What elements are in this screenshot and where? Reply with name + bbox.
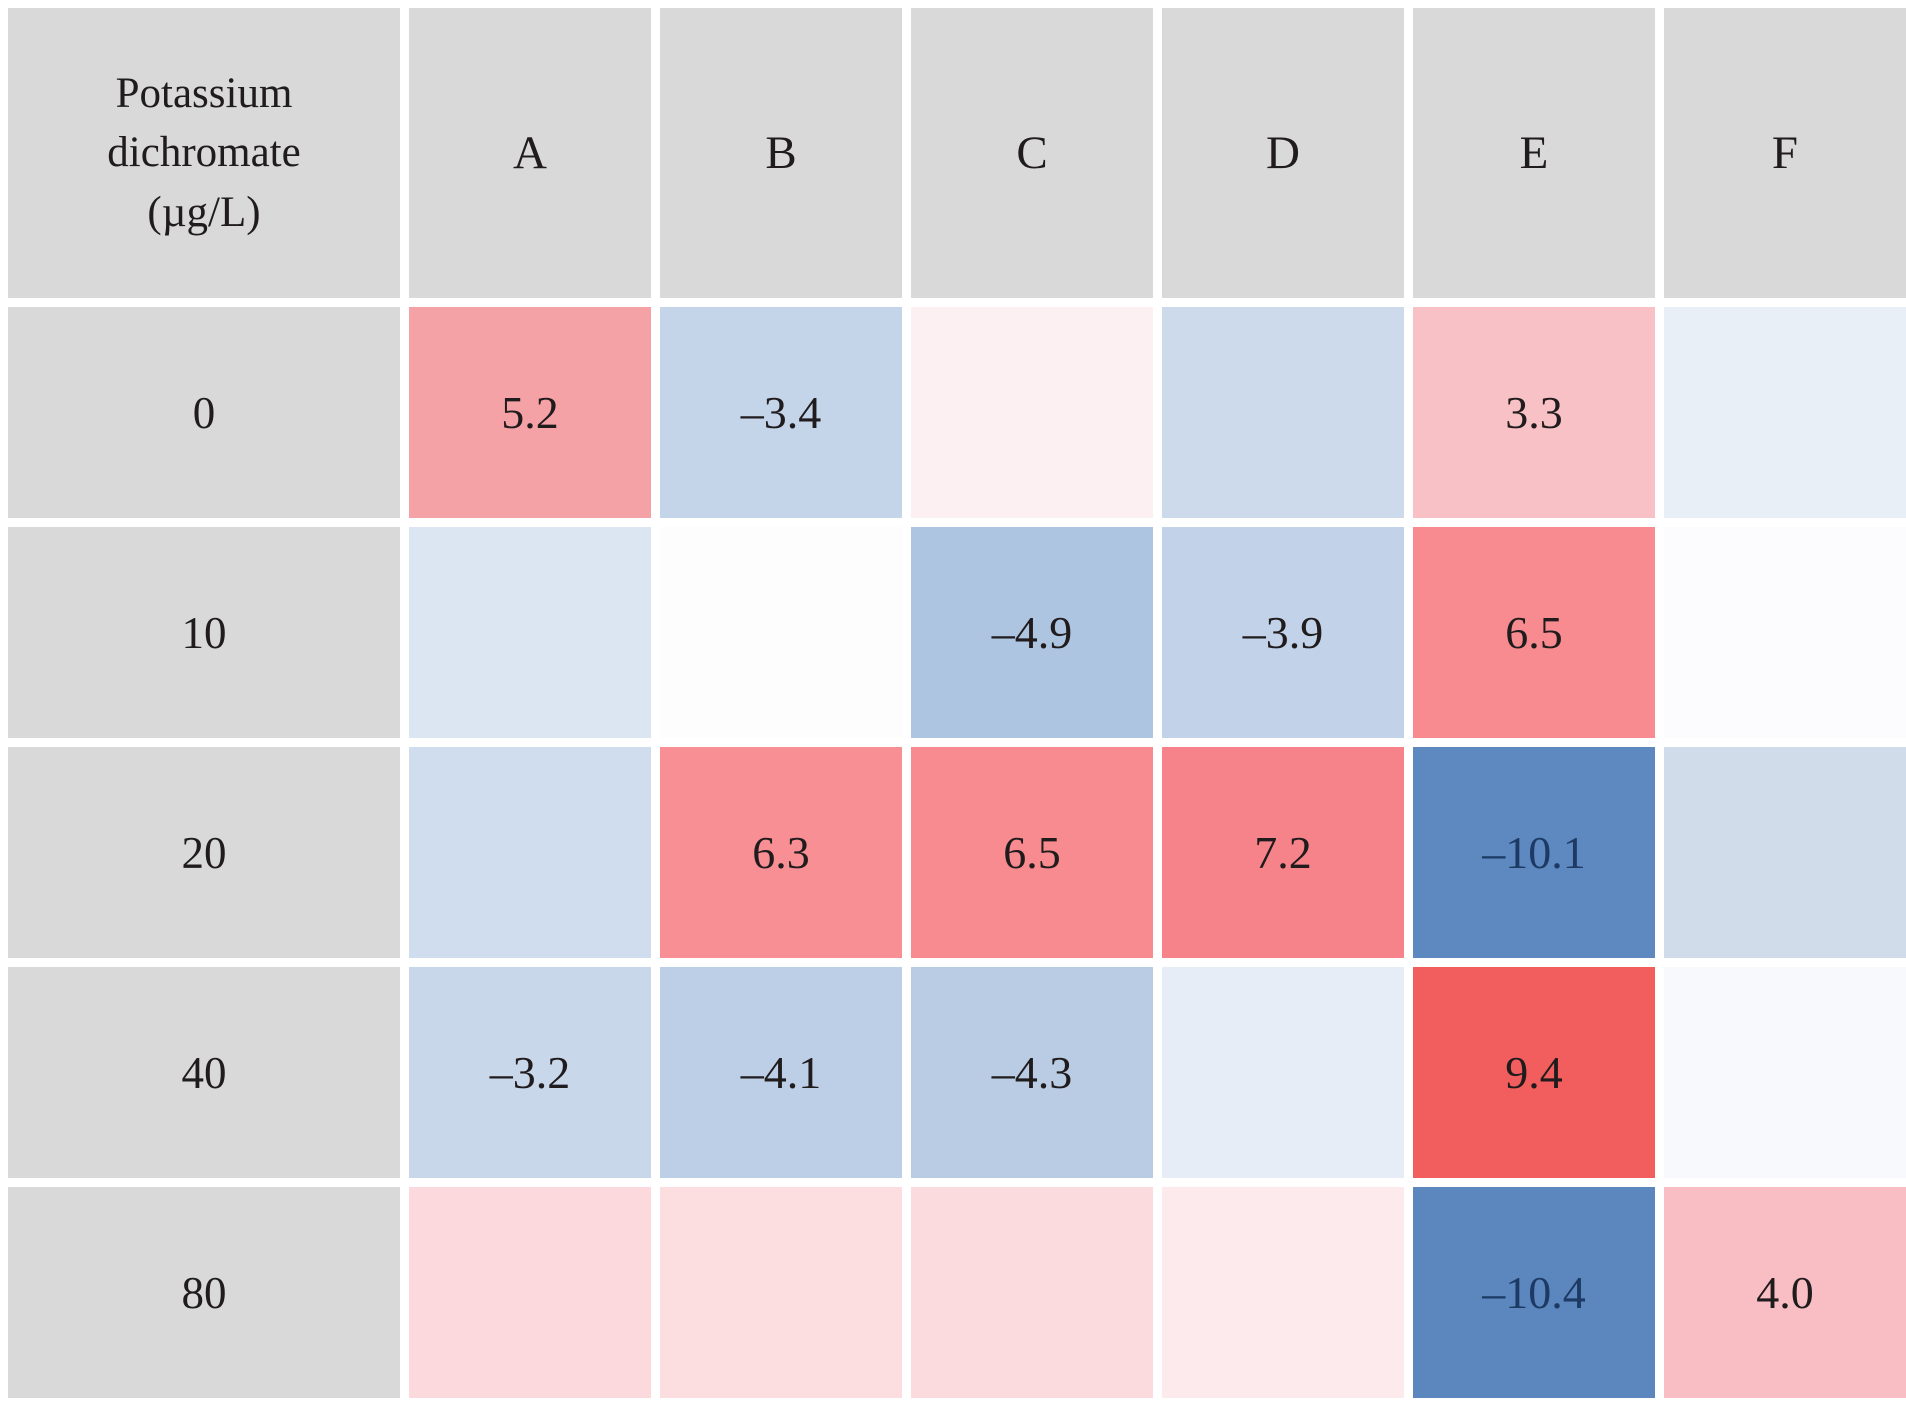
heatmap-cell-80-d bbox=[1162, 1187, 1404, 1398]
column-header-f: F bbox=[1664, 8, 1906, 298]
heatmap-cell-20-a bbox=[409, 747, 651, 958]
heatmap-cell-0-f bbox=[1664, 307, 1906, 518]
heatmap-cell-40-f bbox=[1664, 967, 1906, 1178]
column-header-a: A bbox=[409, 8, 651, 298]
heatmap-cell-10-f bbox=[1664, 527, 1906, 738]
heatmap-cell-0-d bbox=[1162, 307, 1404, 518]
row-label-0: 0 bbox=[8, 307, 400, 518]
row-label-40: 40 bbox=[8, 967, 400, 1178]
heatmap-cell-20-e: –10.1 bbox=[1413, 747, 1655, 958]
heatmap-cell-0-e: 3.3 bbox=[1413, 307, 1655, 518]
heatmap-cell-10-b bbox=[660, 527, 902, 738]
heatmap-cell-80-f: 4.0 bbox=[1664, 1187, 1906, 1398]
column-header-d: D bbox=[1162, 8, 1404, 298]
heatmap-cell-40-e: 9.4 bbox=[1413, 967, 1655, 1178]
heatmap-cell-10-e: 6.5 bbox=[1413, 527, 1655, 738]
heatmap-cell-20-f bbox=[1664, 747, 1906, 958]
heatmap-cell-40-d bbox=[1162, 967, 1404, 1178]
column-header-c: C bbox=[911, 8, 1153, 298]
column-header-e: E bbox=[1413, 8, 1655, 298]
heatmap-cell-40-a: –3.2 bbox=[409, 967, 651, 1178]
heatmap-cell-10-c: –4.9 bbox=[911, 527, 1153, 738]
heatmap-cell-20-c: 6.5 bbox=[911, 747, 1153, 958]
heatmap-cell-40-b: –4.1 bbox=[660, 967, 902, 1178]
corner-header-potassium-dichromate: Potassium dichromate (µg/L) bbox=[8, 8, 400, 298]
heatmap-cell-0-c bbox=[911, 307, 1153, 518]
heatmap-cell-0-b: –3.4 bbox=[660, 307, 902, 518]
heatmap-cell-80-c bbox=[911, 1187, 1153, 1398]
column-header-b: B bbox=[660, 8, 902, 298]
row-label-20: 20 bbox=[8, 747, 400, 958]
heatmap-cell-80-b bbox=[660, 1187, 902, 1398]
row-label-10: 10 bbox=[8, 527, 400, 738]
heatmap-cell-20-b: 6.3 bbox=[660, 747, 902, 958]
row-label-80: 80 bbox=[8, 1187, 400, 1398]
heatmap-cell-80-e: –10.4 bbox=[1413, 1187, 1655, 1398]
heatmap-cell-10-a bbox=[409, 527, 651, 738]
heatmap-cell-40-c: –4.3 bbox=[911, 967, 1153, 1178]
heatmap-cell-20-d: 7.2 bbox=[1162, 747, 1404, 958]
heatmap-cell-0-a: 5.2 bbox=[409, 307, 651, 518]
heatmap-cell-80-a bbox=[409, 1187, 651, 1398]
heatmap-cell-10-d: –3.9 bbox=[1162, 527, 1404, 738]
